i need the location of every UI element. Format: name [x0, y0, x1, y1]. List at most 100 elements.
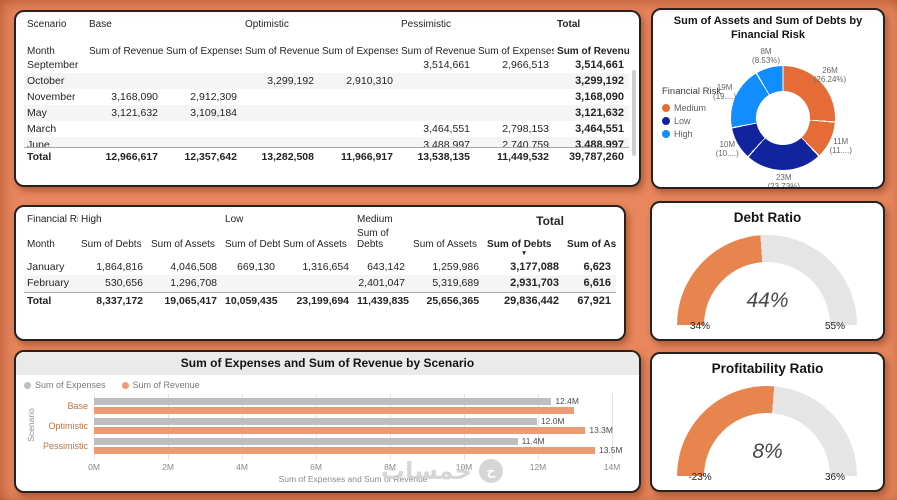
- cell: 1,296,708: [170, 277, 218, 290]
- column-header[interactable]: Sum of Revenue: [245, 46, 320, 57]
- bar-expenses[interactable]: [94, 418, 537, 425]
- legend-item[interactable]: Low: [662, 114, 721, 127]
- cell: 10,059,435: [222, 291, 281, 309]
- column-header[interactable]: Sum of As: [567, 239, 617, 250]
- column-header[interactable]: Sum of Assets: [413, 239, 477, 250]
- matrix-body-table: September 3,514,661 2,966,513 3,514,661 Octo…: [24, 57, 629, 147]
- row-label: November: [27, 91, 76, 103]
- cell: 5,319,689: [432, 277, 480, 290]
- legend-item-revenue[interactable]: Sum of Revenue: [121, 380, 200, 390]
- data-label: 19M (19....): [713, 82, 737, 101]
- legend-color-swatch: [24, 381, 31, 389]
- profitability-ratio-gauge[interactable]: [677, 386, 857, 476]
- khamsat-logo-icon: خ: [478, 459, 503, 483]
- group-header-high[interactable]: High: [81, 214, 102, 225]
- x-tick-label: 8M: [384, 462, 396, 472]
- row-label: June: [27, 139, 50, 147]
- financial-risk-matrix: Financial Risk High Low Medium Total Mon…: [16, 207, 624, 309]
- revenue-expenses-bar-panel: Sum of Expenses and Sum of Revenue by Sc…: [14, 350, 641, 493]
- risk-table: Financial Risk High Low Medium Total Mon…: [24, 212, 617, 309]
- group-header-total[interactable]: Total: [557, 19, 581, 30]
- row-label: October: [27, 75, 65, 87]
- column-header[interactable]: Sum of Debts: [357, 228, 389, 250]
- sort-descending-icon[interactable]: ▼: [520, 250, 528, 257]
- watermark-text: خمسات: [381, 457, 472, 485]
- legend-color-swatch: [662, 129, 670, 138]
- cell: [163, 73, 242, 89]
- legend-item-expenses[interactable]: Sum of Expenses: [24, 380, 106, 390]
- legend-item[interactable]: High: [662, 127, 721, 140]
- column-header-sorted[interactable]: Sum of Debts ▼: [484, 228, 564, 258]
- cell: 3,168,090: [575, 91, 624, 103]
- cell: 67,921: [564, 291, 617, 309]
- cell: [398, 89, 475, 105]
- cell: 3,488,997: [575, 139, 624, 147]
- cell: 3,514,661: [575, 59, 624, 71]
- group-header-medium[interactable]: Medium: [357, 214, 393, 225]
- vertical-scrollbar[interactable]: [632, 70, 636, 156]
- column-header[interactable]: Sum of Expenses: [166, 46, 243, 57]
- x-tick-label: 0M: [88, 462, 100, 472]
- gauge-max-label: 36%: [824, 472, 845, 483]
- cell: 2,740,759: [502, 139, 549, 147]
- group-header-low[interactable]: Low: [225, 214, 244, 225]
- column-header[interactable]: Sum of Debts: [225, 239, 281, 250]
- cell: [242, 57, 319, 73]
- data-label: 26M (26.24%): [813, 65, 847, 84]
- financial-risk-table-panel: Financial Risk High Low Medium Total Mon…: [14, 205, 626, 341]
- bar-value-label: 13.5M: [598, 445, 623, 455]
- column-header[interactable]: Sum of Assets: [151, 239, 215, 250]
- cell: 11,449,532: [475, 147, 554, 166]
- assets-debts-donut-panel: Sum of Assets and Sum of Debts by Financ…: [651, 8, 885, 189]
- cell: [86, 73, 163, 89]
- legend-label: Low: [674, 115, 691, 126]
- x-tick-label: 10M: [455, 462, 473, 472]
- bar-value-label: 12.4M: [555, 396, 579, 406]
- column-header[interactable]: Sum of Assets: [283, 239, 347, 250]
- debt-ratio-gauge[interactable]: [677, 235, 857, 325]
- column-header[interactable]: Sum of Expenses: [322, 46, 399, 57]
- bar-value-label: 13.3M: [589, 425, 613, 435]
- column-header[interactable]: Sum of Revenue: [401, 46, 476, 57]
- cell: 1,316,654: [302, 260, 350, 273]
- category-label: Pessimistic: [42, 441, 88, 451]
- cell: [319, 57, 398, 73]
- group-header-pessimistic[interactable]: Pessimistic: [401, 19, 452, 30]
- x-tick-label: 12M: [529, 462, 547, 472]
- bar-revenue[interactable]: [94, 447, 595, 454]
- cell: [398, 73, 475, 89]
- bar-revenue[interactable]: [94, 427, 586, 434]
- cell: 39,787,260: [554, 147, 629, 166]
- cell: [475, 89, 554, 105]
- data-label: 10M (10....): [715, 140, 739, 159]
- chart-title: Sum of Expenses and Sum of Revenue by Sc…: [16, 352, 639, 375]
- cell: 12,357,642: [163, 147, 242, 166]
- row-label: September: [27, 59, 79, 71]
- group-header-optimistic[interactable]: Optimistic: [245, 19, 289, 30]
- cell: 3,168,090: [111, 91, 158, 103]
- cell: 6,616: [583, 277, 612, 290]
- cell: 3,299,192: [575, 75, 624, 87]
- cell: 6,623: [583, 260, 612, 273]
- gauge-value: 8%: [752, 440, 783, 463]
- cell: 3,121,632: [575, 107, 624, 119]
- column-header[interactable]: Sum of Revenue: [89, 46, 163, 57]
- gridline: [612, 394, 613, 460]
- table-row: November 3,168,090 2,912,309 3,168,090: [24, 89, 629, 105]
- bar-revenue[interactable]: [94, 407, 574, 414]
- column-header-total[interactable]: Sum of Revenue: [557, 46, 630, 57]
- row-dimension-label[interactable]: Month: [27, 46, 55, 57]
- legend-item[interactable]: Medium: [662, 101, 721, 114]
- bar-expenses[interactable]: [94, 398, 552, 405]
- group-header-base[interactable]: Base: [89, 19, 112, 30]
- cell: 2,931,703: [510, 277, 560, 290]
- chart-legend: Financial Risk Medium Low High: [662, 86, 721, 140]
- group-header-total[interactable]: Total: [536, 214, 564, 228]
- bar-expenses[interactable]: [94, 438, 518, 445]
- column-header[interactable]: Sum of Debts: [81, 239, 142, 250]
- row-label: Total: [24, 291, 78, 309]
- row-dimension-label[interactable]: Month: [27, 239, 55, 250]
- cell: 3,177,088: [510, 260, 560, 273]
- donut-chart[interactable]: [731, 66, 835, 170]
- column-header[interactable]: Sum of Expenses: [478, 46, 555, 57]
